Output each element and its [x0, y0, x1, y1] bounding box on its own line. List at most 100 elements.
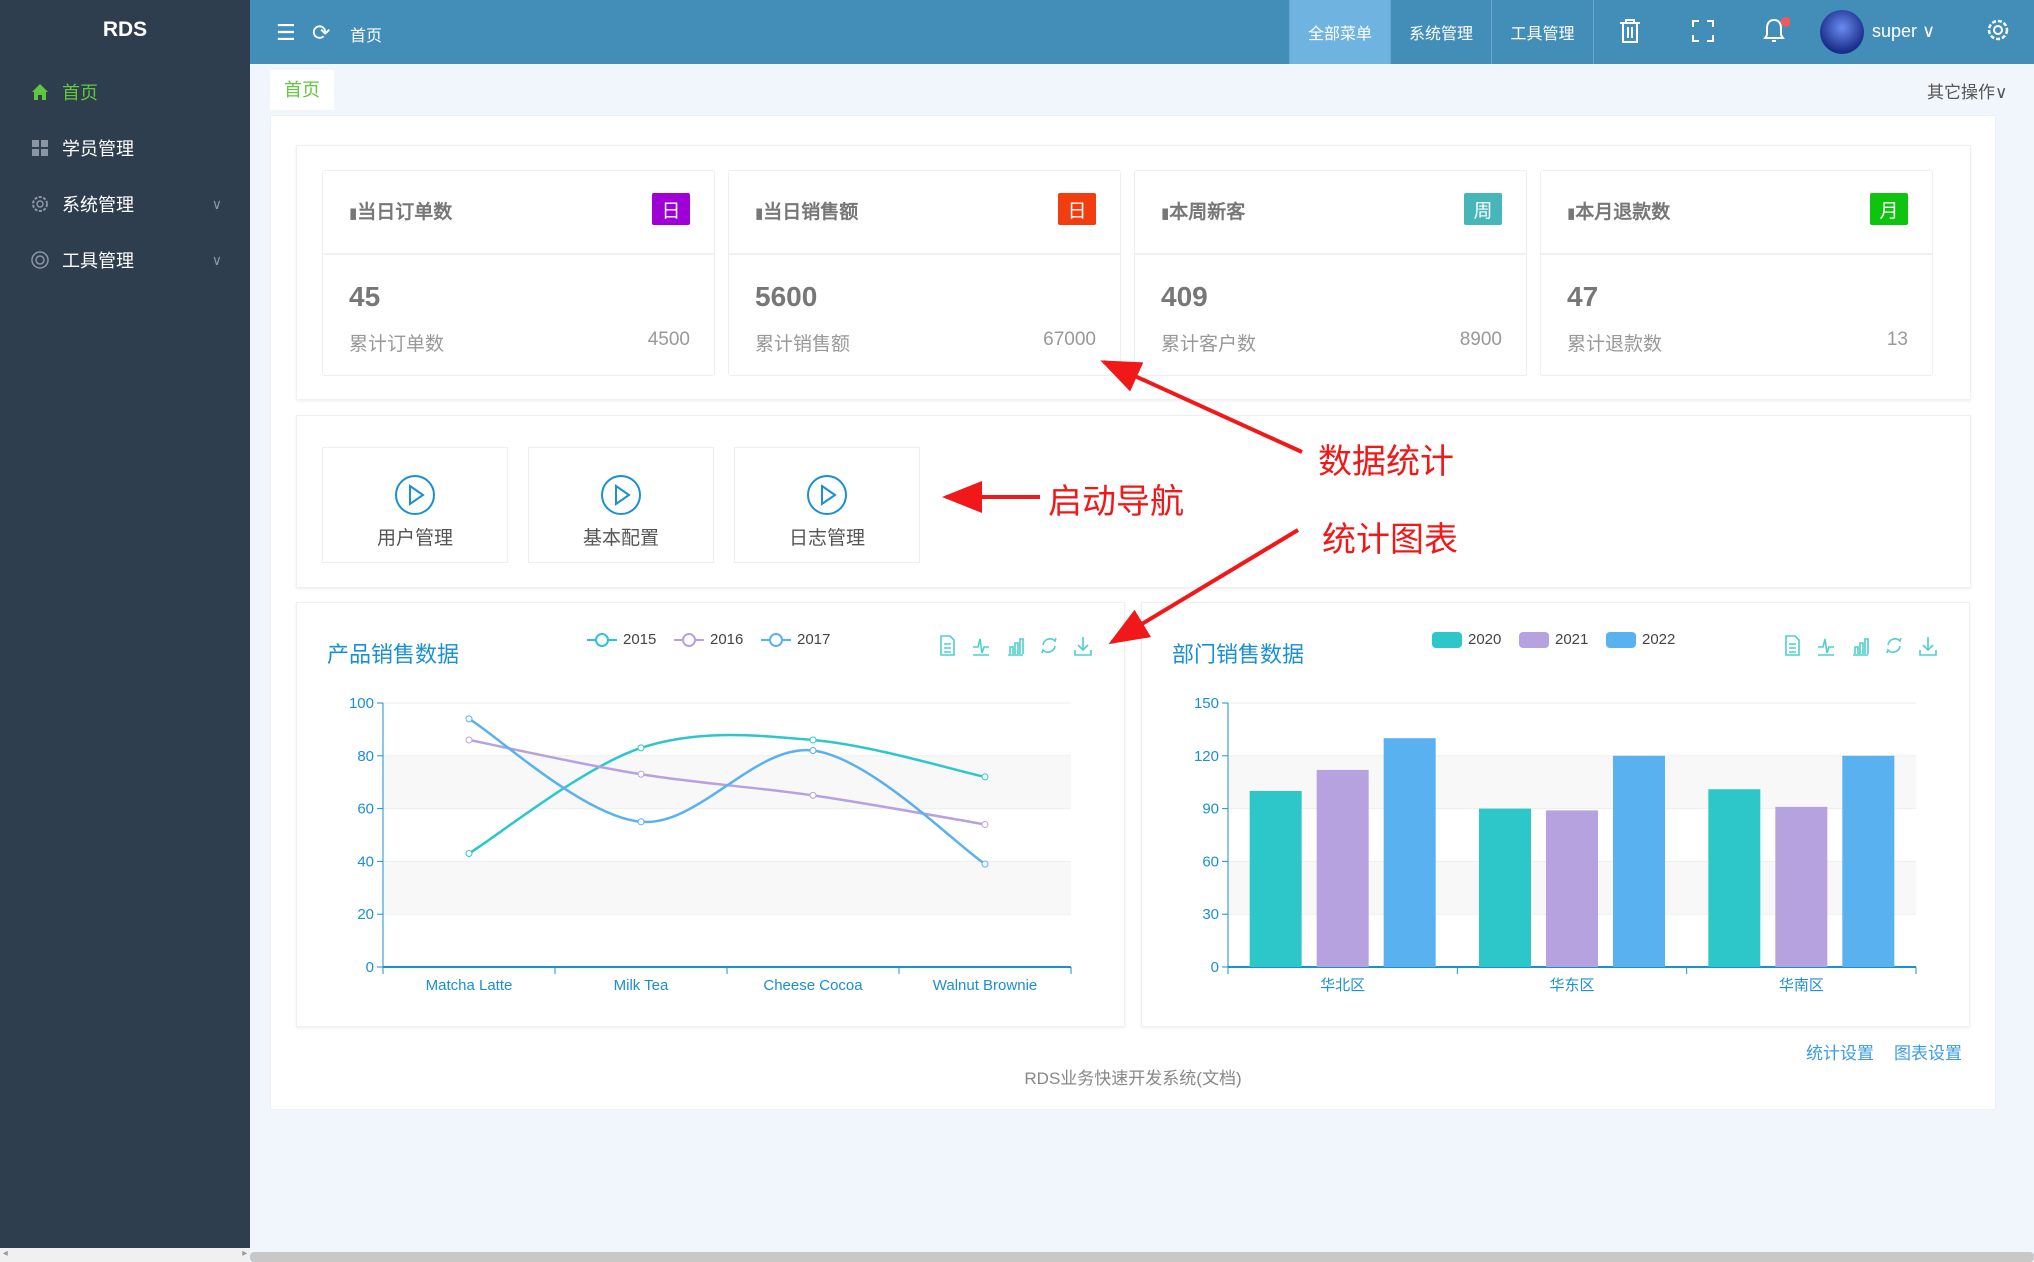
legend-item[interactable]: 2020 [1432, 631, 1501, 648]
x-tick-label: Milk Tea [614, 977, 669, 994]
data-view-icon[interactable] [1782, 635, 1802, 662]
bar-2021 [1775, 806, 1828, 967]
avatar[interactable] [1820, 10, 1864, 54]
bell-icon[interactable] [1762, 16, 1791, 51]
legend-swatch [1519, 631, 1549, 648]
user-menu[interactable]: super ∨ [1872, 21, 1935, 42]
nav-tools[interactable]: 工具管理 [1491, 0, 1594, 64]
sidebar-item-tools[interactable]: 工具管理 ∨ [0, 240, 250, 280]
bar-2022 [1383, 738, 1436, 967]
legend-item[interactable]: 2017 [761, 631, 830, 648]
stat-value: 409 [1161, 281, 1208, 312]
legend-item[interactable]: 2016 [674, 631, 743, 648]
footer-text: RDS业务快速开发系统(文档) [1024, 1069, 1242, 1088]
line-chart-icon[interactable] [1816, 635, 1836, 662]
sidebar-item-system[interactable]: 系统管理 ∨ [0, 184, 250, 224]
data-point [981, 820, 989, 828]
other-ops-label: 其它操作 [1927, 83, 1995, 102]
data-point [809, 736, 817, 744]
legend-line-marker [674, 632, 704, 647]
legend-item[interactable]: 2021 [1519, 631, 1588, 648]
legend-item[interactable]: 2015 [587, 631, 656, 648]
restore-icon[interactable] [1039, 635, 1059, 662]
y-tick-label: 150 [1194, 695, 1219, 712]
legend-label: 2022 [1642, 631, 1676, 648]
stat-card: ▮当日销售额 日 5600 累计销售额 67000 [728, 170, 1121, 376]
quick-nav-button[interactable]: 用户管理 [322, 447, 508, 563]
stat-title: ▮当日销售额 [755, 202, 859, 223]
tab-home[interactable]: 首页 [270, 70, 334, 110]
line-chart-icon[interactable] [971, 635, 991, 662]
nav-system[interactable]: 系统管理 [1390, 0, 1491, 64]
period-badge: 周 [1464, 193, 1502, 225]
data-point [465, 849, 473, 857]
fullscreen-icon[interactable] [1692, 20, 1714, 47]
legend-item[interactable]: 2022 [1606, 631, 1675, 648]
data-view-icon[interactable] [937, 635, 957, 662]
stat-sub-value: 67000 [1043, 329, 1096, 350]
nav-all-menu[interactable]: 全部菜单 [1289, 0, 1390, 64]
period-badge: 月 [1870, 193, 1908, 225]
chart-title: 部门销售数据 [1172, 642, 1305, 667]
download-icon[interactable] [1918, 635, 1938, 662]
sidebar: RDS 首页 学员管理 系统管理 ∨ 工具管理 ∨ ◂ ▸ [0, 0, 250, 1262]
bar-2020 [1479, 808, 1531, 967]
menu-toggle-icon[interactable]: ☰ [276, 20, 296, 45]
y-tick-label: 120 [1194, 748, 1219, 765]
stat-card: ▮当日订单数 日 45 累计订单数 4500 [322, 170, 715, 376]
y-tick-label: 30 [1202, 906, 1219, 923]
bar-chart-icon[interactable] [1850, 635, 1870, 662]
data-point [637, 770, 645, 778]
legend-label: 2017 [797, 631, 831, 648]
annotation-quick-nav: 启动导航 [1048, 483, 1184, 521]
annotation-charts: 统计图表 [1322, 521, 1458, 559]
grid-band [383, 861, 1071, 915]
chart-title: 产品销售数据 [327, 642, 460, 667]
notification-dot [1781, 17, 1791, 27]
stats-settings-link[interactable]: 统计设置 [1806, 1044, 1874, 1063]
sidebar-item-label: 系统管理 [62, 195, 134, 215]
chevron-down-icon: ∨ [211, 251, 222, 268]
bar-chart-icon: ▮ [755, 205, 764, 222]
quick-nav-button[interactable]: 日志管理 [734, 447, 920, 563]
y-tick-label: 20 [357, 906, 374, 923]
x-tick-label: 华北区 [1320, 977, 1365, 994]
restore-icon[interactable] [1884, 635, 1904, 662]
chevron-down-icon: ∨ [211, 195, 222, 212]
horizontal-scrollbar[interactable] [250, 1252, 2034, 1262]
quick-nav-label: 用户管理 [376, 528, 453, 549]
stat-value: 47 [1567, 281, 1599, 312]
legend-swatch [1432, 631, 1462, 648]
stat-sub-label: 累计销售额 [755, 334, 851, 355]
sidebar-item-students[interactable]: 学员管理 [0, 128, 250, 168]
data-point [981, 773, 989, 781]
trash-icon[interactable] [1618, 18, 1642, 49]
y-tick-label: 40 [357, 853, 374, 870]
product-sales-chart-card: 产品销售数据 2015 2016 2017 0 20 40 60 80 100 Matcha Lat… [296, 602, 1125, 1027]
bar-2020 [1249, 791, 1302, 967]
grid-band [383, 755, 1071, 809]
refresh-icon[interactable]: ⟳ [312, 20, 331, 45]
sidebar-item-label: 学员管理 [62, 139, 134, 159]
bar-2022 [1613, 755, 1665, 967]
quick-nav-button[interactable]: 基本配置 [528, 447, 714, 563]
other-ops-dropdown[interactable]: 其它操作∨ [1927, 78, 2007, 103]
chart-settings-link[interactable]: 图表设置 [1894, 1044, 1962, 1063]
stat-sub-value: 13 [1886, 329, 1908, 350]
legend-label: 2021 [1555, 631, 1589, 648]
chevron-down-icon: ∨ [1922, 21, 1936, 41]
chart-plot: 0 20 40 60 80 100 Matcha Latte Milk Tea Cheese C… [349, 695, 1072, 994]
breadcrumb: 首页 [350, 28, 383, 45]
gear-icon [30, 194, 50, 214]
y-tick-label: 60 [1202, 853, 1219, 870]
bar-chart-icon[interactable] [1005, 635, 1025, 662]
settings-icon[interactable] [1985, 16, 2011, 49]
sidebar-scrollbar[interactable]: ◂ ▸ [0, 1248, 250, 1262]
sidebar-item-home[interactable]: 首页 [0, 72, 250, 112]
data-point [809, 747, 817, 755]
divider [323, 253, 714, 255]
download-icon[interactable] [1073, 635, 1093, 662]
quick-nav-label: 日志管理 [788, 528, 865, 549]
data-point [637, 744, 645, 752]
data-point [637, 818, 645, 826]
